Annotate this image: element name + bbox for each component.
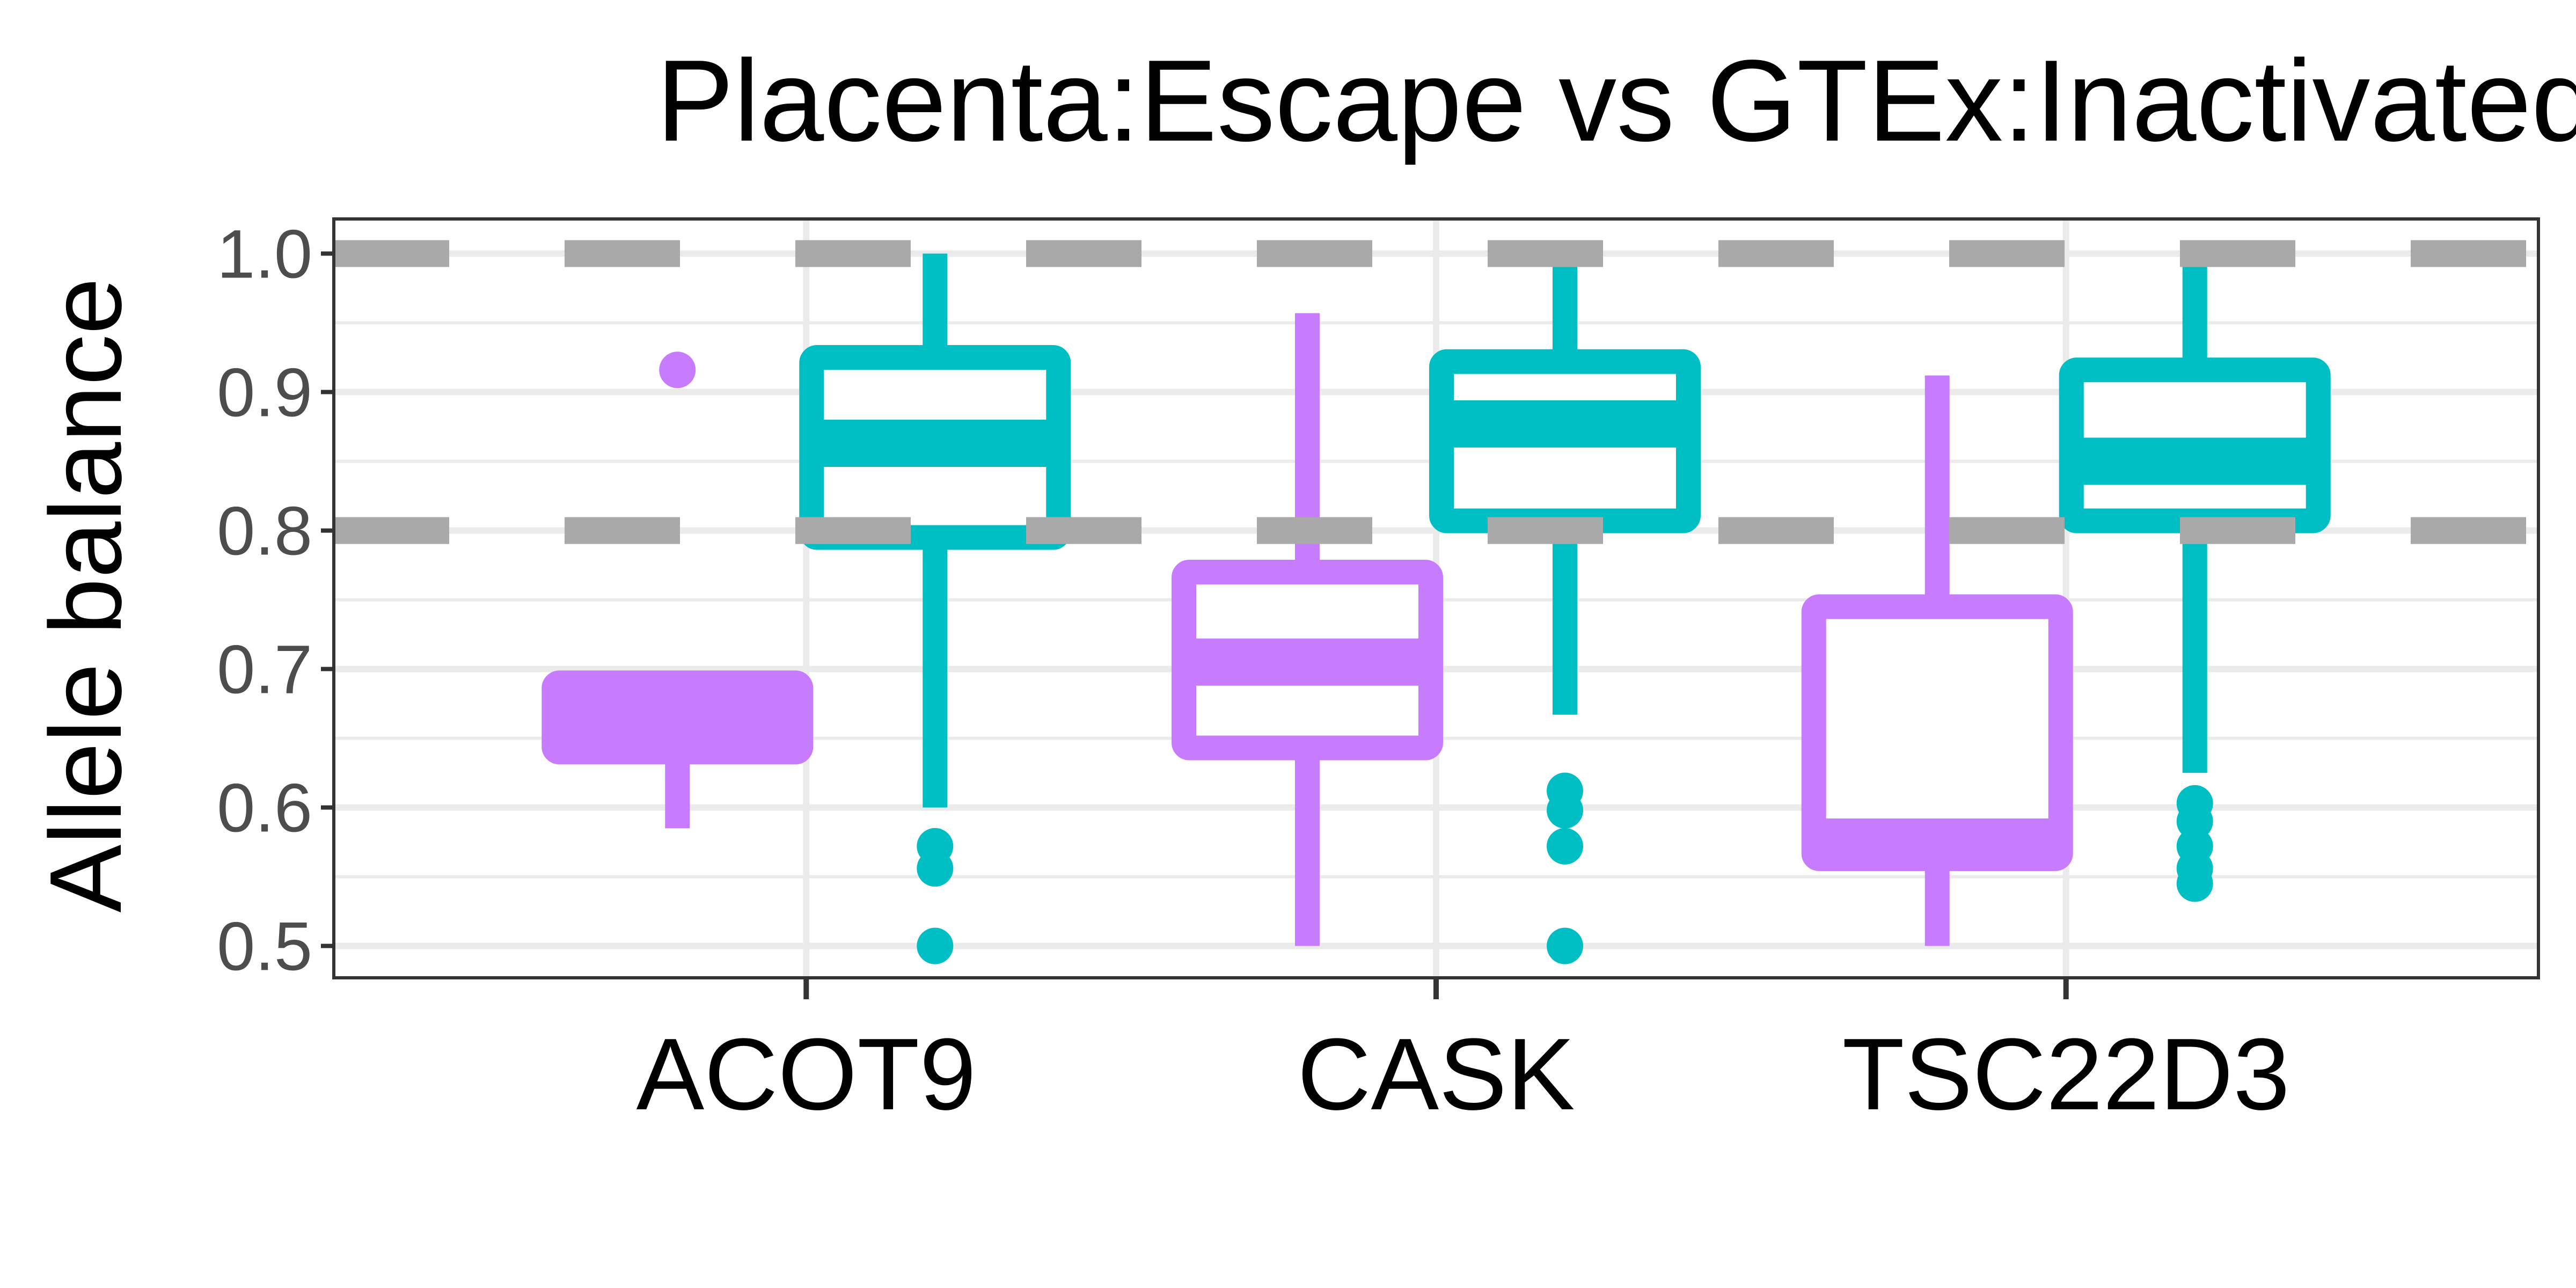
- x-tick-label-cask: CASK: [1297, 1018, 1575, 1131]
- y-tick-label: 0.9: [217, 355, 312, 431]
- outlier-point: [2176, 803, 2213, 840]
- x-tick-label-acot9: ACOT9: [636, 1018, 976, 1131]
- plot-area: 0.5 0.6 0.7 0.8 0.9 1.0 ACOT9 CASK TSC22D3: [217, 216, 2540, 1131]
- x-tick-label-tsc22d3: TSC22D3: [1842, 1018, 2290, 1131]
- y-tick-label: 0.7: [217, 632, 312, 708]
- y-tick-label: 0.6: [217, 770, 312, 847]
- boxplot-acot9-series-1: [541, 352, 814, 829]
- y-axis-label: Allele balance: [29, 277, 143, 912]
- outlier-point: [1547, 828, 1583, 865]
- y-tick-label: 1.0: [217, 216, 312, 293]
- boxplot-cask-series-2: [1429, 253, 1701, 964]
- outlier-point: [917, 850, 954, 887]
- outlier-point: [2176, 865, 2213, 902]
- y-tick-label: 0.8: [217, 493, 312, 570]
- boxplot-cask-series-1: [1172, 313, 1443, 946]
- chart-title: Placenta:Escape vs GTEx:Inactivated: [656, 35, 2576, 165]
- outlier-point: [659, 352, 696, 389]
- outlier-point: [917, 927, 954, 964]
- outlier-point: [1547, 792, 1583, 829]
- y-tick-label: 0.5: [217, 909, 312, 985]
- boxplot-acot9-series-2: [799, 253, 1071, 964]
- boxplot-tsc22d3-series-1: [1801, 375, 2073, 946]
- outlier-point: [1547, 927, 1583, 964]
